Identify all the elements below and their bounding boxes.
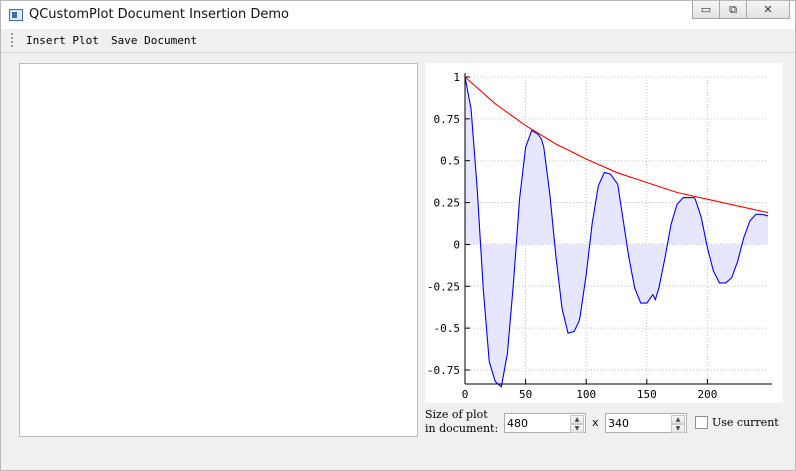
plot-size-controls: Size of plot in document: ▲ ▼ x ▲ ▼ Use … [425, 405, 795, 439]
document-editor[interactable] [19, 63, 418, 437]
height-spinbox[interactable]: ▲ ▼ [605, 413, 687, 433]
save-document-button[interactable]: Save Document [111, 34, 198, 47]
x-tick-label: 50 [519, 388, 532, 401]
close-icon[interactable]: ✕ [746, 1, 790, 19]
x-tick-label: 200 [697, 388, 717, 401]
use-current-label[interactable]: Use current [712, 416, 779, 429]
width-spin-arrows[interactable]: ▲ ▼ [570, 415, 584, 433]
app-icon [9, 9, 23, 21]
y-tick-label: 0.25 [434, 197, 461, 210]
spin-down-icon[interactable]: ▼ [570, 424, 584, 433]
y-tick-label: -0.5 [434, 322, 461, 335]
spin-up-icon[interactable]: ▲ [570, 415, 584, 424]
x-tick-label: 0 [462, 388, 469, 401]
toolbar-grip-icon[interactable] [11, 33, 13, 49]
height-spin-arrows[interactable]: ▲ ▼ [671, 415, 685, 433]
use-current-checkbox[interactable] [695, 416, 708, 429]
series-line-0 [464, 76, 769, 388]
x-tick-label: 100 [576, 388, 596, 401]
size-label: Size of plot in document: [425, 408, 505, 436]
toolbar: Insert Plot Save Document [1, 30, 795, 53]
x-tick-label: 150 [637, 388, 657, 401]
width-input[interactable] [507, 415, 567, 431]
series-line-1 [464, 76, 769, 214]
plot-svg: 0 50 100 150 200 1 0.75 0.5 0.25 0 -0.25 -0.5 -0.75 [427, 71, 772, 401]
size-label-line2: in document: [425, 422, 499, 435]
y-tick-label: 0.5 [440, 155, 460, 168]
y-tick-label: -0.75 [427, 364, 460, 377]
window-title: QCustomPlot Document Insertion Demo [29, 7, 289, 22]
plot-area[interactable]: 0 50 100 150 200 1 0.75 0.5 0.25 0 -0.25 -0.5 -0.75 [425, 63, 783, 403]
spin-up-icon[interactable]: ▲ [671, 415, 685, 424]
y-tick-label: 0 [453, 238, 460, 251]
minimize-icon[interactable]: ▭ [692, 1, 720, 19]
times-label: x [592, 416, 599, 429]
y-tick-label: 0.75 [434, 113, 461, 126]
window-controls: ▭ ⧉ ✕ [692, 1, 790, 20]
y-tick-label: 1 [453, 71, 460, 84]
spin-down-icon[interactable]: ▼ [671, 424, 685, 433]
restore-icon[interactable]: ⧉ [719, 1, 747, 19]
y-tick-label: -0.25 [427, 280, 460, 293]
width-spinbox[interactable]: ▲ ▼ [504, 413, 586, 433]
size-label-line1: Size of plot [425, 408, 488, 421]
height-input[interactable] [608, 415, 668, 431]
series-fill-area [465, 77, 768, 387]
insert-plot-button[interactable]: Insert Plot [26, 34, 99, 47]
title-bar[interactable]: QCustomPlot Document Insertion Demo ▭ ⧉ … [1, 1, 795, 29]
